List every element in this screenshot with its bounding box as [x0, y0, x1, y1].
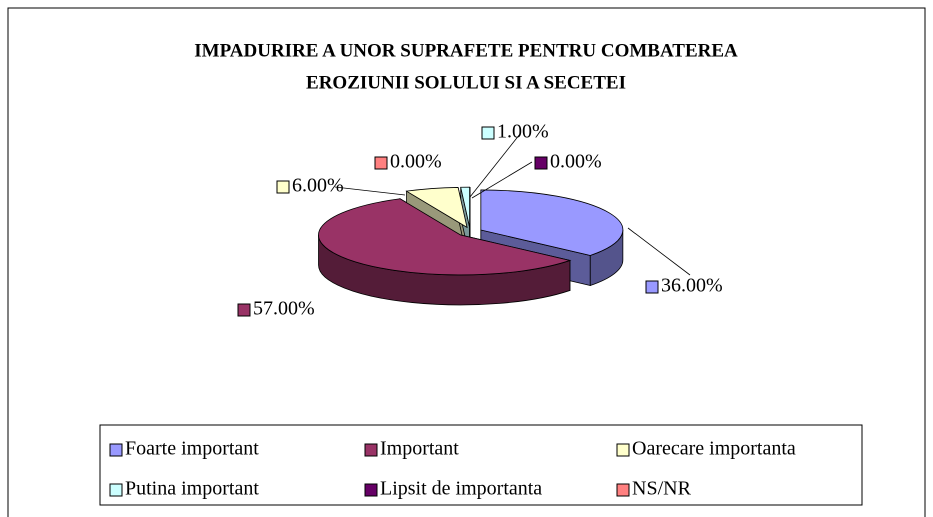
pie-slice: [405, 187, 468, 229]
leader-line: [334, 186, 406, 196]
chart-title: IMPADURIRE A UNOR SUPRAFETE PENTRU COMBA…: [194, 40, 738, 61]
pie-slice: [318, 198, 572, 276]
data-label: 57.00%: [253, 298, 315, 320]
legend-swatch: [364, 483, 378, 497]
data-label: 0.00%: [550, 151, 602, 173]
legend-swatch: [109, 483, 123, 497]
pie-slice: [480, 189, 624, 256]
label-swatch: [276, 180, 290, 194]
legend-swatch: [616, 483, 630, 497]
label-swatch: [481, 126, 495, 140]
label-swatch: [534, 156, 548, 170]
leader-line: [469, 133, 521, 198]
legend-label: Important: [380, 438, 459, 460]
data-label: 1.00%: [497, 121, 549, 143]
label-swatch: [374, 156, 388, 170]
legend-label: Oarecare importanta: [632, 438, 796, 460]
legend-swatch: [109, 443, 123, 457]
legend-swatch: [616, 443, 630, 457]
legend-label: Foarte important: [125, 438, 259, 460]
pie-tops: [318, 186, 624, 276]
label-swatch: [645, 280, 659, 294]
label-swatch: [237, 303, 251, 317]
leader-line: [471, 161, 533, 199]
data-label: 0.00%: [390, 151, 442, 173]
legend-label: Lipsit de importanta: [380, 478, 542, 500]
legend-box: [99, 424, 863, 506]
legend-label: NS/NR: [632, 478, 692, 500]
leader-line: [627, 227, 691, 276]
legend-swatch: [364, 443, 378, 457]
legend-label: Putina important: [125, 478, 259, 500]
chart-title: EROZIUNII SOLULUI SI A SECETEI: [306, 72, 626, 93]
data-label: 6.00%: [292, 175, 344, 197]
data-label: 36.00%: [661, 275, 723, 297]
